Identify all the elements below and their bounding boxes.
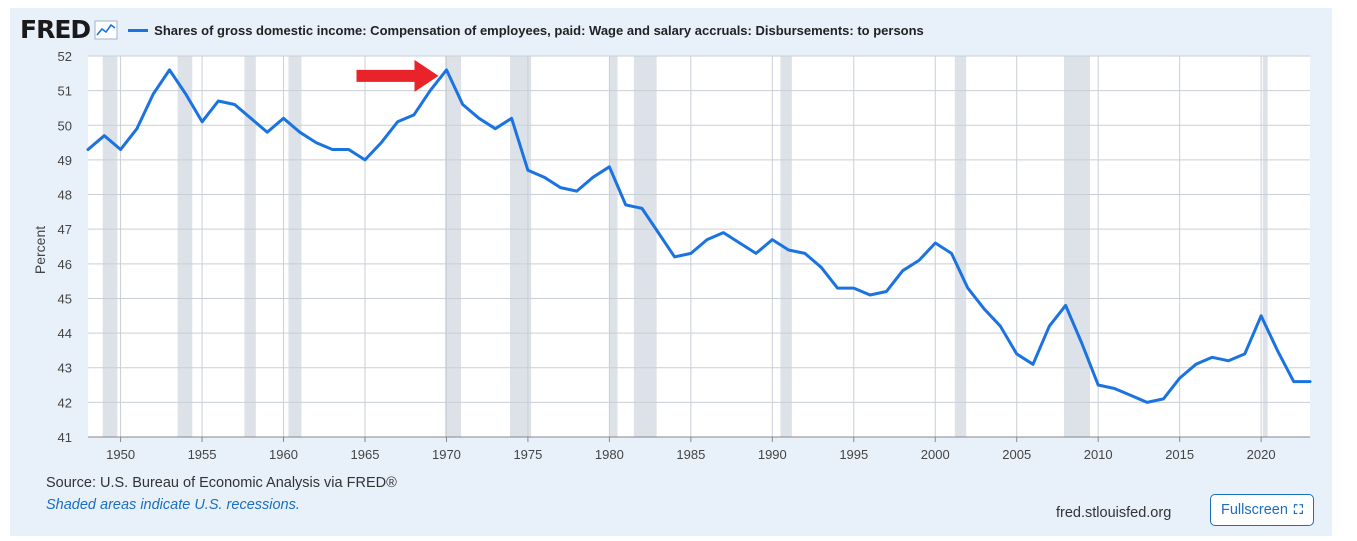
x-tick-label: 1980 (595, 447, 624, 462)
x-tick-label: 2015 (1165, 447, 1194, 462)
fullscreen-label: Fullscreen (1221, 502, 1288, 518)
y-tick-label: 41 (58, 430, 72, 445)
chart-header: FRED Shares of gross domestic income: Co… (20, 16, 924, 44)
recession-band (288, 56, 302, 437)
chart-title: Shares of gross domestic income: Compens… (154, 22, 924, 38)
x-tick-label: 2000 (921, 447, 950, 462)
source-text: Source: U.S. Bureau of Economic Analysis… (46, 475, 397, 491)
y-axis-ticks: 41 42 43 44 45 46 47 48 49 50 51 52 (58, 49, 72, 445)
fullscreen-button[interactable]: Fullscreen ⛶ (1210, 494, 1314, 526)
y-tick-label: 52 (58, 49, 72, 64)
recession-band (244, 56, 256, 437)
x-tick-label: 1965 (351, 447, 380, 462)
y-tick-label: 51 (58, 84, 72, 99)
recession-band (780, 56, 792, 437)
x-tick-label: 1960 (269, 447, 298, 462)
recession-band (633, 56, 657, 437)
y-tick-label: 42 (58, 395, 72, 410)
expand-icon: ⛶ (1293, 502, 1303, 517)
y-tick-label: 47 (58, 222, 72, 237)
x-tick-label: 1985 (676, 447, 705, 462)
x-tick-label: 2005 (1002, 447, 1031, 462)
recession-band (444, 56, 462, 437)
x-tick-label: 1970 (432, 447, 461, 462)
y-axis-label: Percent (32, 226, 48, 274)
recession-band (509, 56, 532, 437)
recession-note: Shaded areas indicate U.S. recessions. (46, 497, 300, 513)
x-axis-ticks: 1950 1955 1960 1965 1970 1975 1980 1985 1990 1995… (106, 437, 1276, 462)
recession-band (177, 56, 193, 437)
x-tick-label: 1995 (839, 447, 868, 462)
y-tick-label: 46 (58, 257, 72, 272)
recession-band (609, 56, 618, 437)
y-tick-label: 43 (58, 361, 72, 376)
y-tick-label: 44 (58, 326, 72, 341)
recession-band (954, 56, 967, 437)
y-tick-label: 48 (58, 188, 72, 203)
recession-band (1262, 56, 1268, 437)
site-url[interactable]: fred.stlouisfed.org (1056, 505, 1172, 521)
fred-logo[interactable]: FRED (20, 15, 91, 44)
recession-band (102, 56, 118, 437)
series-group (86, 68, 1312, 404)
legend-swatch (128, 28, 149, 32)
y-tick-label: 49 (58, 153, 72, 168)
x-tick-label: 2010 (1084, 447, 1113, 462)
x-tick-label: 2020 (1247, 447, 1276, 462)
annotation-group (356, 59, 439, 92)
y-tick-label: 45 (58, 291, 72, 306)
x-tick-label: 1950 (106, 447, 135, 462)
y-tick-label: 50 (58, 118, 72, 133)
x-tick-label: 1990 (758, 447, 787, 462)
x-tick-label: 1955 (188, 447, 217, 462)
x-tick-label: 1975 (513, 447, 542, 462)
recession-band (1063, 56, 1091, 437)
line-graph-icon (94, 20, 118, 40)
annotation-arrow (356, 59, 439, 92)
series-line (86, 68, 1312, 404)
